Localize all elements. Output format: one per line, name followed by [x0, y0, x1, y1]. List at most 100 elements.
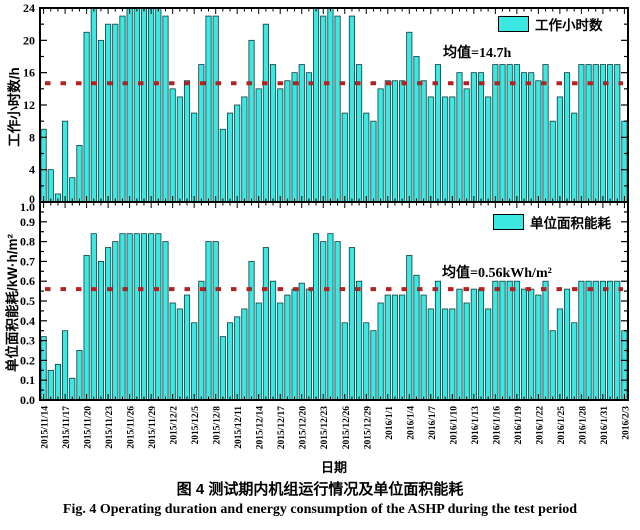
bar	[564, 288, 571, 401]
x-tick-label: 2015/12/23	[320, 406, 330, 450]
x-tick-label: 2015/11/14	[41, 406, 51, 449]
x-tick-label: 2016/1/19	[514, 406, 524, 445]
bar	[169, 88, 176, 203]
x-date-labels: 2015/11/14 2015/11/17 2015/11/20 2015/11/23…	[41, 406, 632, 450]
bar	[406, 31, 413, 203]
bar	[384, 80, 391, 203]
bar	[528, 288, 535, 401]
bar	[607, 280, 614, 401]
bar	[133, 233, 140, 401]
bar	[542, 280, 549, 401]
y-axis-title-energy: 单位面积能耗/kW·h/m²	[5, 234, 20, 372]
x-tick-label: 2016/1/7	[428, 406, 438, 440]
x-tick-label: 2015/12/14	[256, 406, 266, 450]
bar	[564, 72, 571, 203]
bar	[277, 302, 284, 401]
bar	[112, 23, 119, 203]
y-tick-label: 24	[23, 1, 35, 15]
bar	[205, 15, 212, 203]
bar	[485, 96, 492, 203]
y-tick-label: 0.4	[20, 314, 35, 328]
bar	[592, 280, 599, 401]
bar	[219, 336, 226, 401]
bar	[298, 282, 305, 401]
bar	[176, 96, 183, 203]
legend-label-energy: 单位面积能耗	[530, 216, 611, 231]
x-tick-label: 2016/1/4	[406, 406, 416, 440]
bar	[183, 80, 191, 203]
bar	[513, 280, 520, 401]
bar	[427, 308, 434, 401]
bar	[226, 322, 234, 401]
x-tick-label: 2015/12/5	[191, 406, 201, 445]
bars-energy	[40, 233, 628, 401]
bar	[176, 308, 183, 401]
bar	[255, 302, 262, 401]
y-tick-label: 16	[23, 66, 35, 80]
bar	[391, 80, 399, 203]
bar	[305, 72, 312, 203]
bar	[219, 128, 226, 203]
bar	[119, 15, 126, 203]
caption-en: Fig. 4 Operating duration and energy con…	[62, 502, 578, 517]
bar	[241, 96, 248, 203]
bar	[621, 120, 628, 203]
bar	[520, 288, 528, 401]
bar	[133, 7, 140, 203]
caption-zh: 图 4 测试期内机组运行情况及单位面积能耗	[176, 481, 464, 498]
bar	[406, 255, 413, 401]
bar	[112, 241, 119, 401]
bar	[370, 330, 377, 401]
bar	[47, 169, 54, 203]
bar	[269, 280, 277, 401]
bar	[62, 120, 69, 203]
bar	[183, 294, 191, 401]
bar	[413, 274, 420, 401]
bar	[76, 350, 83, 401]
bar	[571, 112, 578, 203]
bar	[320, 241, 327, 401]
bar	[155, 7, 162, 203]
x-tick-label: 2015/12/26	[342, 406, 352, 450]
bar	[442, 308, 449, 401]
bar	[363, 322, 370, 401]
bar	[248, 260, 255, 401]
bar	[191, 112, 198, 203]
bar	[97, 39, 105, 203]
bar	[413, 56, 420, 203]
bar	[585, 280, 592, 401]
bar	[578, 280, 585, 401]
bar	[499, 280, 506, 401]
y-tick-label: 0	[29, 192, 35, 206]
bar	[205, 241, 212, 401]
x-tick-label: 2015/12/17	[277, 406, 287, 450]
y-tick-label: 0.6	[20, 274, 35, 288]
bar	[449, 96, 456, 203]
bar	[241, 308, 248, 401]
mean-annotation-energy: 均值=0.56kWh/m²	[442, 266, 552, 281]
bar	[226, 112, 234, 203]
bar	[399, 80, 406, 203]
bar	[198, 280, 205, 401]
y-tick-label: 12	[23, 98, 35, 112]
bar	[434, 280, 442, 401]
bar	[520, 72, 528, 203]
bar	[105, 247, 112, 401]
bar	[535, 294, 542, 401]
x-tick-label: 2015/11/17	[62, 406, 72, 449]
bar	[126, 7, 133, 203]
legend-swatch-hours-icon	[498, 16, 529, 32]
mean-annotation-hours: 均值=14.7h	[443, 46, 512, 61]
x-tick-label: 2016/1/13	[471, 406, 481, 445]
y-tick-label: 20	[23, 33, 35, 47]
bar	[83, 255, 90, 401]
bar	[126, 233, 133, 401]
y-tick-label: 4	[29, 163, 35, 177]
bar	[506, 280, 513, 401]
x-tick-label: 2015/12/20	[299, 406, 309, 450]
x-tick-label: 2015/11/29	[148, 406, 158, 449]
bar	[535, 80, 542, 203]
bar	[477, 288, 485, 401]
